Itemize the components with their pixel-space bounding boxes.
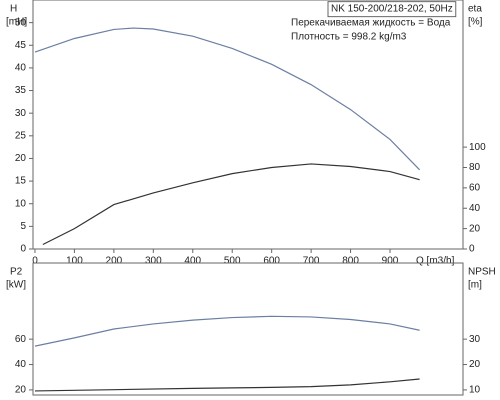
y2-tick-label: 80 (469, 162, 481, 173)
y-axis-label: P2 (10, 267, 23, 278)
x-tick-label: 0 (32, 256, 38, 267)
y2-axis-label: NPSH (468, 267, 496, 278)
x-tick-label: 700 (303, 256, 320, 267)
annotation: Плотность = 998.2 kg/m3 (291, 32, 407, 43)
y-tick-label: 30 (15, 108, 27, 119)
y-tick-label: 50 (15, 17, 27, 28)
y2-tick-label: 10 (469, 385, 481, 396)
x-tick-label: 400 (184, 256, 201, 267)
y-tick-label: 25 (15, 130, 27, 141)
y2-tick-label: 60 (469, 183, 481, 194)
y-tick-label: 40 (15, 359, 27, 370)
y2-tick-label: 0 (469, 244, 475, 255)
x-tick-label: 500 (224, 256, 241, 267)
y-axis-unit: [mH] (6, 17, 27, 28)
y-tick-label: 15 (15, 176, 27, 187)
curve (34, 378, 420, 392)
y-tick-label: 10 (15, 198, 27, 209)
x-tick-label: 900 (382, 256, 399, 267)
y2-tick-label: 100 (469, 142, 486, 153)
y-axis-label: H (10, 4, 17, 15)
y2-axis-unit: [m] (468, 280, 482, 291)
plot-frame (32, 262, 464, 396)
x-tick-label: 200 (106, 256, 123, 267)
curve (34, 27, 421, 171)
y-tick-label: 45 (15, 40, 27, 51)
curve (42, 163, 420, 246)
y-tick-label: 35 (15, 85, 27, 96)
annotation: NK 150-200/218-202, 50Hz (331, 4, 453, 15)
y-tick-label: 5 (20, 221, 26, 232)
y-tick-label: 20 (15, 153, 27, 164)
y2-tick-label: 20 (469, 359, 481, 370)
x-tick-label: 100 (66, 256, 83, 267)
y-axis-unit: [kW] (6, 280, 26, 291)
annotation-box (327, 1, 457, 18)
annotation: Перекачиваемая жидкость = Вода (291, 18, 451, 29)
x-axis-label: Q [m3/h] (416, 256, 455, 267)
y2-axis-unit: [%] (468, 17, 483, 28)
y-tick-label: 40 (15, 63, 27, 74)
y2-axis-label: eta (468, 4, 482, 15)
y-tick-label: 60 (15, 334, 27, 345)
curve (34, 315, 420, 347)
x-tick-label: 800 (342, 256, 359, 267)
y2-tick-label: 20 (469, 223, 481, 234)
x-tick-label: 600 (263, 256, 280, 267)
y2-tick-label: 30 (469, 334, 481, 345)
y2-tick-label: 40 (469, 203, 481, 214)
y-tick-label: 0 (20, 244, 26, 255)
x-tick-label: 300 (145, 256, 162, 267)
y-tick-label: 20 (15, 385, 27, 396)
plot-frame (32, 0, 464, 250)
